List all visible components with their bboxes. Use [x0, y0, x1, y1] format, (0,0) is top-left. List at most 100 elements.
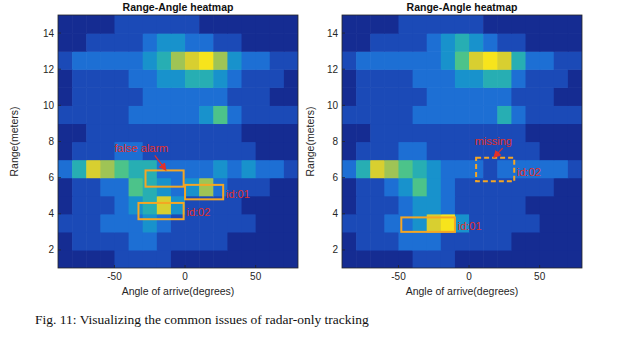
- note-text: false alarm: [114, 142, 168, 154]
- heatmap-cell: [455, 232, 470, 251]
- y-tick: [342, 249, 345, 250]
- heatmap-cell: [540, 87, 555, 106]
- heatmap-cell: [256, 51, 271, 70]
- heatmap-cell: [114, 105, 129, 124]
- x-axis-label: Angle of arrive(degrees): [406, 285, 519, 297]
- heatmap-cell: [199, 250, 214, 268]
- heatmap-cell: [511, 105, 526, 124]
- chart-title: Range-Angle heatmap: [123, 1, 234, 13]
- heatmap-cell: [227, 214, 242, 233]
- heatmap-cell: [185, 87, 200, 106]
- heatmap-cell: [86, 196, 101, 215]
- heatmap-cell: [483, 250, 498, 268]
- heatmap-cell: [356, 160, 371, 179]
- heatmap-cell: [242, 232, 257, 251]
- x-tick: [114, 265, 115, 268]
- heatmap-cell: [256, 15, 271, 34]
- heatmap-cell: [483, 160, 498, 179]
- heatmap-cell: [342, 123, 357, 142]
- heatmap-cell: [129, 160, 144, 179]
- heatmap-cell: [58, 142, 73, 161]
- heatmap-cell: [540, 214, 555, 233]
- heatmap-cell: [370, 196, 385, 215]
- heatmap-cell: [554, 87, 569, 106]
- heatmap-cell: [356, 196, 371, 215]
- heatmap-cell: [356, 232, 371, 251]
- heatmap-cell: [100, 51, 115, 70]
- annotation-boxes: [138, 170, 223, 219]
- heatmap-cell: [100, 250, 115, 268]
- y-tick-label: 12: [327, 64, 339, 75]
- heatmap-cell: [526, 142, 541, 161]
- heatmap-cell: [427, 87, 442, 106]
- heatmap-cell: [114, 15, 129, 34]
- heatmap-cell: [342, 214, 357, 233]
- y-tick: [342, 69, 345, 70]
- heatmap-cell: [384, 178, 399, 197]
- heatmap-cell: [143, 123, 158, 142]
- y-tick: [58, 249, 61, 250]
- heatmap-cell: [441, 69, 456, 88]
- heatmap-cell: [427, 232, 442, 251]
- heatmap-cell: [100, 15, 115, 34]
- heatmap-cell: [469, 87, 484, 106]
- heatmap-cell: [72, 87, 87, 106]
- heatmap-cell: [441, 196, 456, 215]
- heatmap-cell: [72, 105, 87, 124]
- heatmap-cell: [256, 69, 271, 88]
- heatmap-cell: [568, 51, 582, 70]
- heatmap-cell: [72, 51, 87, 70]
- heatmap-cell: [129, 196, 144, 215]
- heatmap-cell: [58, 160, 73, 179]
- heatmap-cell: [129, 214, 144, 233]
- heatmap-cell: [554, 232, 569, 251]
- heatmap-cell: [370, 69, 385, 88]
- y-tick-label: 12: [43, 64, 55, 75]
- heatmap-cell: [114, 232, 129, 251]
- heatmap-cell: [199, 142, 214, 161]
- heatmap-cell: [58, 33, 73, 52]
- heatmap-cell: [413, 178, 428, 197]
- heatmap-cell: [86, 142, 101, 161]
- y-tick: [58, 33, 61, 34]
- heatmap-cell: [227, 232, 242, 251]
- heatmap-cell: [441, 87, 456, 106]
- x-tick: [185, 265, 186, 268]
- heatmap-cell: [370, 232, 385, 251]
- heatmap-cell: [242, 123, 257, 142]
- heatmap-cell: [100, 196, 115, 215]
- heatmap-cell: [540, 69, 555, 88]
- heatmap-cell: [86, 214, 101, 233]
- x-tick: [539, 265, 540, 268]
- heatmap-cell: [384, 33, 399, 52]
- heatmap-cell: [270, 160, 285, 179]
- heatmap-cell: [284, 33, 298, 52]
- heatmap-cell: [554, 142, 569, 161]
- heatmap-cell: [199, 123, 214, 142]
- y-tick-label: 10: [43, 100, 55, 111]
- heatmap-cell: [213, 69, 228, 88]
- heatmap-cell: [483, 69, 498, 88]
- heatmap-cell: [143, 69, 158, 88]
- heatmap-cell: [568, 250, 582, 268]
- y-tick: [342, 141, 345, 142]
- heatmap-cell: [554, 33, 569, 52]
- heatmap-cell: [384, 105, 399, 124]
- heatmap-cell: [58, 15, 73, 34]
- heatmap-cell: [242, 69, 257, 88]
- heatmap-cell: [284, 69, 298, 88]
- heatmap-cell: [143, 51, 158, 70]
- heatmap-cell: [511, 250, 526, 268]
- heatmap-cell: [143, 250, 158, 268]
- heatmap-cell: [242, 160, 257, 179]
- heatmap-cell: [469, 69, 484, 88]
- chart-title: Range-Angle heatmap: [407, 1, 518, 13]
- heatmap-cell: [242, 250, 257, 268]
- heatmap-cell: [441, 51, 456, 70]
- heatmap-cell: [568, 178, 582, 197]
- heatmap-cell: [157, 214, 172, 233]
- heatmap-cell: [554, 105, 569, 124]
- heatmap-cell: [469, 51, 484, 70]
- heatmap-cell: [270, 69, 285, 88]
- y-tick: [58, 213, 61, 214]
